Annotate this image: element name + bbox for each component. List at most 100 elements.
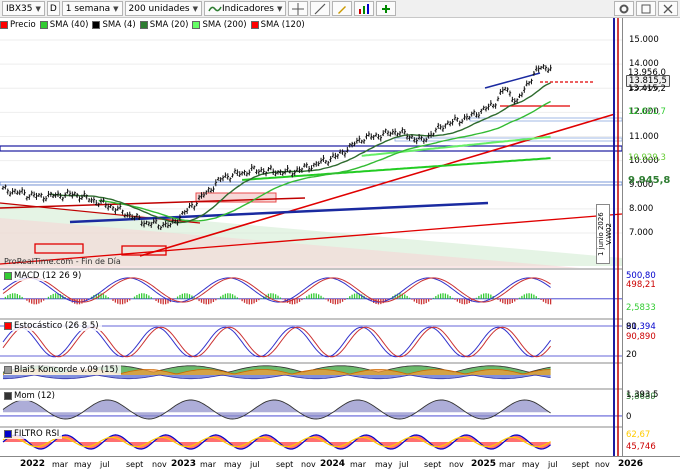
legend-item[interactable]: SMA (120) — [250, 20, 305, 30]
trendline-red-long — [0, 213, 623, 265]
crosshair-icon — [291, 2, 305, 16]
legend-label: SMA (20) — [149, 20, 189, 30]
chevron-down-icon: ▼ — [35, 4, 41, 13]
x-axis-month: sept — [424, 460, 442, 469]
price-tick: 9.000 — [629, 179, 654, 190]
x-axis-month: may — [224, 460, 242, 469]
panel-title[interactable]: FILTRO RSI — [4, 429, 63, 439]
x-axis-month: may — [74, 460, 92, 469]
period-selector[interactable]: 1 semana ▼ — [61, 1, 123, 16]
chevron-down-icon: ▼ — [277, 4, 283, 13]
trendline-blue-top — [484, 72, 541, 89]
panel-title[interactable]: Estocástico (26 8 5) — [4, 321, 102, 331]
x-axis-month: jul — [100, 460, 110, 469]
legend-item[interactable]: SMA (20) — [139, 20, 189, 30]
price-tick: 10.000 — [629, 155, 659, 166]
legend-label: SMA (200) — [202, 20, 247, 30]
panel-value-label: 91,394 — [626, 322, 656, 332]
x-axis-month: sept — [126, 460, 144, 469]
x-axis-month: mar — [499, 460, 515, 469]
symbol-selector[interactable]: IBX35 ▼ — [2, 1, 45, 16]
gear-icon — [617, 2, 631, 16]
x-axis-month: sept — [572, 460, 590, 469]
x-axis-month: nov — [152, 460, 167, 469]
legend-item[interactable]: SMA (200) — [192, 20, 247, 30]
panel-title[interactable]: Mom (12) — [4, 391, 58, 401]
maximize-icon — [639, 2, 653, 16]
legend-item[interactable]: SMA (40) — [39, 20, 89, 30]
indicators-label: Indicadores — [222, 3, 274, 14]
chart-canvas[interactable] — [0, 18, 623, 456]
add-icon — [379, 2, 393, 16]
sma-40-line — [98, 100, 551, 222]
panel-name: Mom (12) — [14, 391, 55, 401]
x-axis-year: 2025 — [471, 459, 497, 469]
price-axis[interactable]: 15.000 14.000 13.000 12.000 11.000 10.000 9.00… — [622, 18, 680, 456]
settings-button[interactable] — [614, 1, 634, 16]
period-key-label: D — [49, 3, 57, 14]
x-axis-month: sept — [276, 460, 294, 469]
legend-item[interactable]: SMA (4) — [92, 20, 136, 30]
units-selector[interactable]: 200 unidades ▼ — [124, 1, 203, 16]
panel-value-label: 0 — [626, 412, 632, 422]
price-tick: 8.000 — [629, 203, 654, 214]
price-label: 13.815,5 — [626, 75, 670, 87]
line-tool[interactable] — [310, 1, 331, 16]
text-tool[interactable] — [332, 1, 353, 16]
panel-swatch — [4, 366, 12, 374]
units-label: 200 unidades — [128, 3, 190, 14]
time-axis[interactable]: 2022 mar may jul sept nov 2023 mar may jul sept nov… — [0, 456, 680, 472]
price-label: 13.956,0 — [628, 68, 666, 78]
price-bars — [1, 64, 552, 231]
x-axis-year: 2026 — [618, 459, 644, 469]
panel-value-label: 62,67 — [626, 430, 651, 440]
indicators-button[interactable]: Indicadores ▼ — [204, 1, 287, 16]
panel-value-label: 1.393,5 — [626, 390, 659, 400]
crosshair-tool[interactable] — [288, 1, 309, 16]
panel-swatch — [4, 322, 12, 330]
x-axis-month: mar — [200, 460, 216, 469]
period-key-button[interactable]: D — [46, 1, 60, 16]
panel-title[interactable]: Blai5 Koncorde v.09 (15) — [4, 365, 122, 375]
panel-title[interactable]: MACD (12 26 9) — [4, 271, 85, 281]
x-axis-month: nov — [301, 460, 316, 469]
legend-item[interactable]: Precio — [0, 20, 36, 30]
legend-label: SMA (40) — [49, 20, 89, 30]
indicator-wave-icon — [208, 2, 222, 16]
panel-swatch — [4, 430, 12, 438]
panel-swatch — [4, 392, 12, 400]
panel-name: Blai5 Koncorde v.09 (15) — [14, 365, 119, 375]
x-axis-month: may — [522, 460, 540, 469]
chart-area[interactable]: Precio SMA (40) SMA (4) SMA (20) SMA (200) SM… — [0, 18, 623, 456]
legend-label: Precio — [10, 20, 36, 30]
x-axis-year: 2024 — [320, 459, 346, 469]
maximize-button[interactable] — [636, 1, 656, 16]
price-tick: 15.000 — [629, 35, 659, 45]
chart-type-button[interactable] — [354, 1, 375, 16]
add-indicator-button[interactable] — [376, 1, 397, 16]
trendline-red-2 — [0, 202, 201, 224]
legend-swatch — [139, 21, 148, 29]
price-tick: 14.000 — [629, 59, 659, 70]
bar-chart-icon — [357, 2, 371, 16]
resistance-zone — [195, 192, 277, 203]
panel-name: Estocástico (26 8 5) — [14, 321, 99, 331]
close-button[interactable] — [658, 1, 678, 16]
period-label: 1 semana — [65, 3, 111, 14]
symbol-label: IBX35 — [6, 3, 33, 14]
panel-value-label: 90,890 — [626, 332, 656, 342]
panel-value-label: 500,80 — [626, 271, 656, 281]
panel-swatch — [4, 272, 12, 280]
price-tick: 11.000 — [629, 131, 659, 142]
panel-value-label: 45,746 — [626, 442, 656, 452]
x-axis-month: mar — [52, 460, 68, 469]
legend-swatch — [192, 21, 201, 29]
price-tick: 13.000 — [629, 83, 659, 94]
sma-120-line — [242, 157, 551, 181]
x-axis-month: jul — [399, 460, 409, 469]
panel-value-label: 2,5833 — [626, 303, 656, 313]
support-zone-1 — [34, 243, 84, 254]
legend-label: SMA (120) — [260, 20, 305, 30]
panel-value-label: 5,8689 — [626, 392, 656, 402]
legend-swatch — [92, 21, 101, 29]
